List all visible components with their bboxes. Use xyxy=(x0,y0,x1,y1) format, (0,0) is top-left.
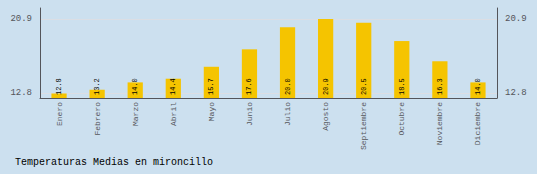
svg-text:12.8: 12.8 xyxy=(10,88,32,98)
svg-text:Septiembre: Septiembre xyxy=(359,102,368,150)
svg-text:12.8: 12.8 xyxy=(55,78,63,95)
svg-text:Mayo: Mayo xyxy=(207,102,216,121)
svg-text:16.3: 16.3 xyxy=(436,78,444,95)
svg-text:Junio: Junio xyxy=(245,102,254,126)
svg-text:Abril: Abril xyxy=(169,102,178,126)
svg-text:14.4: 14.4 xyxy=(169,78,177,95)
svg-text:14.0: 14.0 xyxy=(474,78,482,95)
svg-text:20.5: 20.5 xyxy=(360,78,368,95)
svg-text:Temperaturas Medias en mironci: Temperaturas Medias en mironcillo xyxy=(15,157,213,168)
svg-text:Agosto: Agosto xyxy=(321,102,330,131)
svg-text:Enero: Enero xyxy=(55,102,64,126)
svg-text:13.2: 13.2 xyxy=(93,78,101,95)
svg-text:18.5: 18.5 xyxy=(398,78,406,95)
svg-text:Diciembre: Diciembre xyxy=(473,102,482,145)
svg-text:Febrero: Febrero xyxy=(93,102,102,136)
svg-text:Octubre: Octubre xyxy=(397,102,406,136)
svg-text:20.9: 20.9 xyxy=(505,14,527,24)
svg-text:20.9: 20.9 xyxy=(322,78,330,95)
svg-text:20.0: 20.0 xyxy=(284,78,292,95)
svg-text:Marzo: Marzo xyxy=(131,102,140,126)
svg-text:15.7: 15.7 xyxy=(207,78,215,95)
svg-text:12.8: 12.8 xyxy=(505,88,527,98)
svg-text:14.0: 14.0 xyxy=(131,78,139,95)
svg-text:17.6: 17.6 xyxy=(245,78,253,95)
svg-text:Julio: Julio xyxy=(283,102,292,126)
svg-text:Noviembre: Noviembre xyxy=(435,102,444,145)
svg-text:20.9: 20.9 xyxy=(10,14,32,24)
